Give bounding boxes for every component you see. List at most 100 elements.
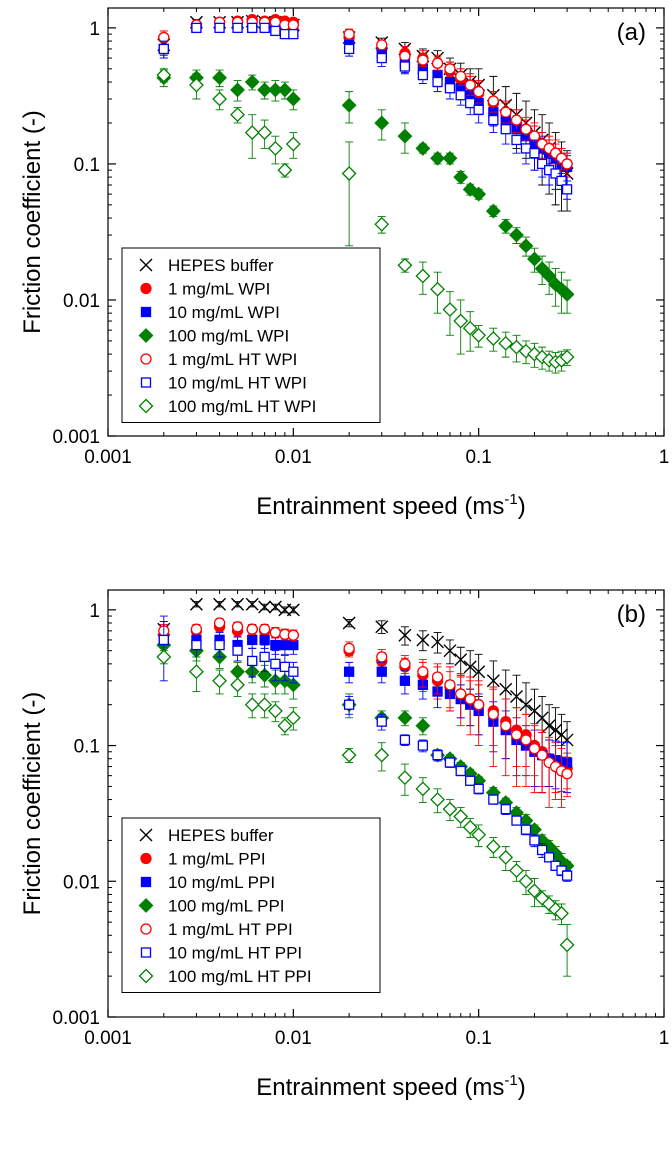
legend-marker: [138, 328, 154, 343]
legend-entry-label: 1 mg/mL HT WPI: [168, 350, 297, 369]
series-6: [158, 615, 573, 882]
data-point: [213, 617, 226, 629]
data-point: [397, 257, 413, 273]
data-point: [529, 835, 540, 846]
data-point: [510, 689, 523, 703]
data-point: [416, 633, 430, 647]
error-bar: [521, 713, 530, 787]
data-point: [232, 22, 243, 34]
data-point: [498, 849, 514, 865]
data-point: [279, 639, 291, 651]
data-point: [432, 76, 443, 88]
data-point: [561, 158, 573, 170]
data-point: [509, 863, 524, 878]
data-point: [520, 123, 532, 135]
error-bar: [345, 141, 354, 247]
legend-marker: [140, 306, 152, 318]
data-point: [529, 147, 540, 159]
data-point: [431, 57, 444, 69]
data-point: [527, 346, 542, 362]
legend-marker: [140, 852, 152, 865]
data-point: [259, 634, 270, 646]
series-7: [156, 67, 575, 374]
y-tick-label: 0.1: [74, 737, 100, 758]
data-point: [398, 628, 412, 642]
x-tick-label: 1: [659, 1028, 670, 1049]
data-point: [487, 708, 499, 720]
data-point: [397, 128, 413, 144]
legend-marker: [140, 282, 152, 295]
data-point: [277, 718, 293, 734]
data-point: [287, 19, 299, 31]
data-point: [518, 238, 534, 254]
data-point: [485, 203, 501, 219]
minor-ticks: [108, 8, 664, 436]
data-point: [214, 22, 225, 34]
y-axis-label: Friction coefficient (-): [19, 110, 46, 334]
error-bar: [474, 680, 483, 747]
data-point: [561, 184, 573, 195]
plot-frame: [107, 7, 665, 437]
data-point: [269, 626, 282, 639]
error-bar: [557, 748, 566, 808]
legend-entry-label: 10 mg/mL HT PPI: [168, 944, 302, 963]
data-point: [471, 327, 487, 343]
legend-box: [121, 247, 381, 423]
legend-marker: [138, 398, 154, 414]
data-point: [342, 616, 356, 630]
data-point: [156, 649, 172, 665]
data-point: [279, 661, 291, 673]
data-point: [230, 82, 245, 98]
data-point: [536, 749, 548, 761]
data-point: [541, 268, 557, 284]
data-point: [520, 143, 532, 154]
data-point: [561, 870, 573, 881]
legend-marker: [140, 876, 152, 888]
data-point: [341, 747, 357, 763]
data-point: [399, 734, 411, 746]
legend-entry-label: 100 mg/mL WPI: [168, 327, 289, 346]
data-point: [486, 674, 500, 688]
data-point: [472, 665, 486, 679]
data-point: [499, 682, 513, 696]
data-point: [247, 655, 258, 667]
legend-entry-label: 10 mg/mL PPI: [168, 873, 275, 892]
data-point: [560, 733, 574, 747]
data-point: [442, 150, 458, 166]
data-point: [213, 597, 227, 611]
data-point: [541, 896, 557, 912]
data-point: [511, 815, 522, 826]
legend-box: [121, 817, 381, 993]
data-point: [231, 597, 245, 611]
data-point: [485, 839, 501, 855]
x-tick-label: 0.1: [465, 1028, 491, 1049]
data-point: [190, 623, 203, 635]
legend-entry-label: 1 mg/mL WPI: [168, 280, 270, 299]
error-bar: [501, 698, 510, 777]
data-point: [543, 852, 555, 863]
x-tick-label: 1: [659, 447, 670, 468]
data-point: [432, 749, 443, 761]
data-point: [259, 22, 270, 34]
data-point: [277, 162, 293, 178]
data-point: [270, 639, 281, 651]
data-point: [189, 664, 204, 680]
x-axis-label: Entrainment speed (ms-1): [256, 1072, 525, 1101]
data-point: [374, 747, 390, 763]
x-tick-label: 0.1: [465, 447, 491, 468]
data-point: [288, 666, 299, 677]
data-point: [257, 125, 273, 140]
data-point: [528, 742, 541, 755]
legend-marker: [140, 377, 152, 388]
data-point: [269, 16, 282, 28]
data-point: [267, 140, 283, 156]
data-point: [245, 597, 259, 611]
legend-entry-label: 100 mg/mL PPI: [168, 897, 285, 916]
data-point: [453, 169, 469, 185]
error-bar: [530, 723, 539, 794]
data-point: [473, 104, 484, 115]
data-point: [462, 819, 478, 835]
series-6: [158, 22, 573, 200]
data-point: [498, 218, 514, 234]
data-point: [518, 873, 534, 889]
